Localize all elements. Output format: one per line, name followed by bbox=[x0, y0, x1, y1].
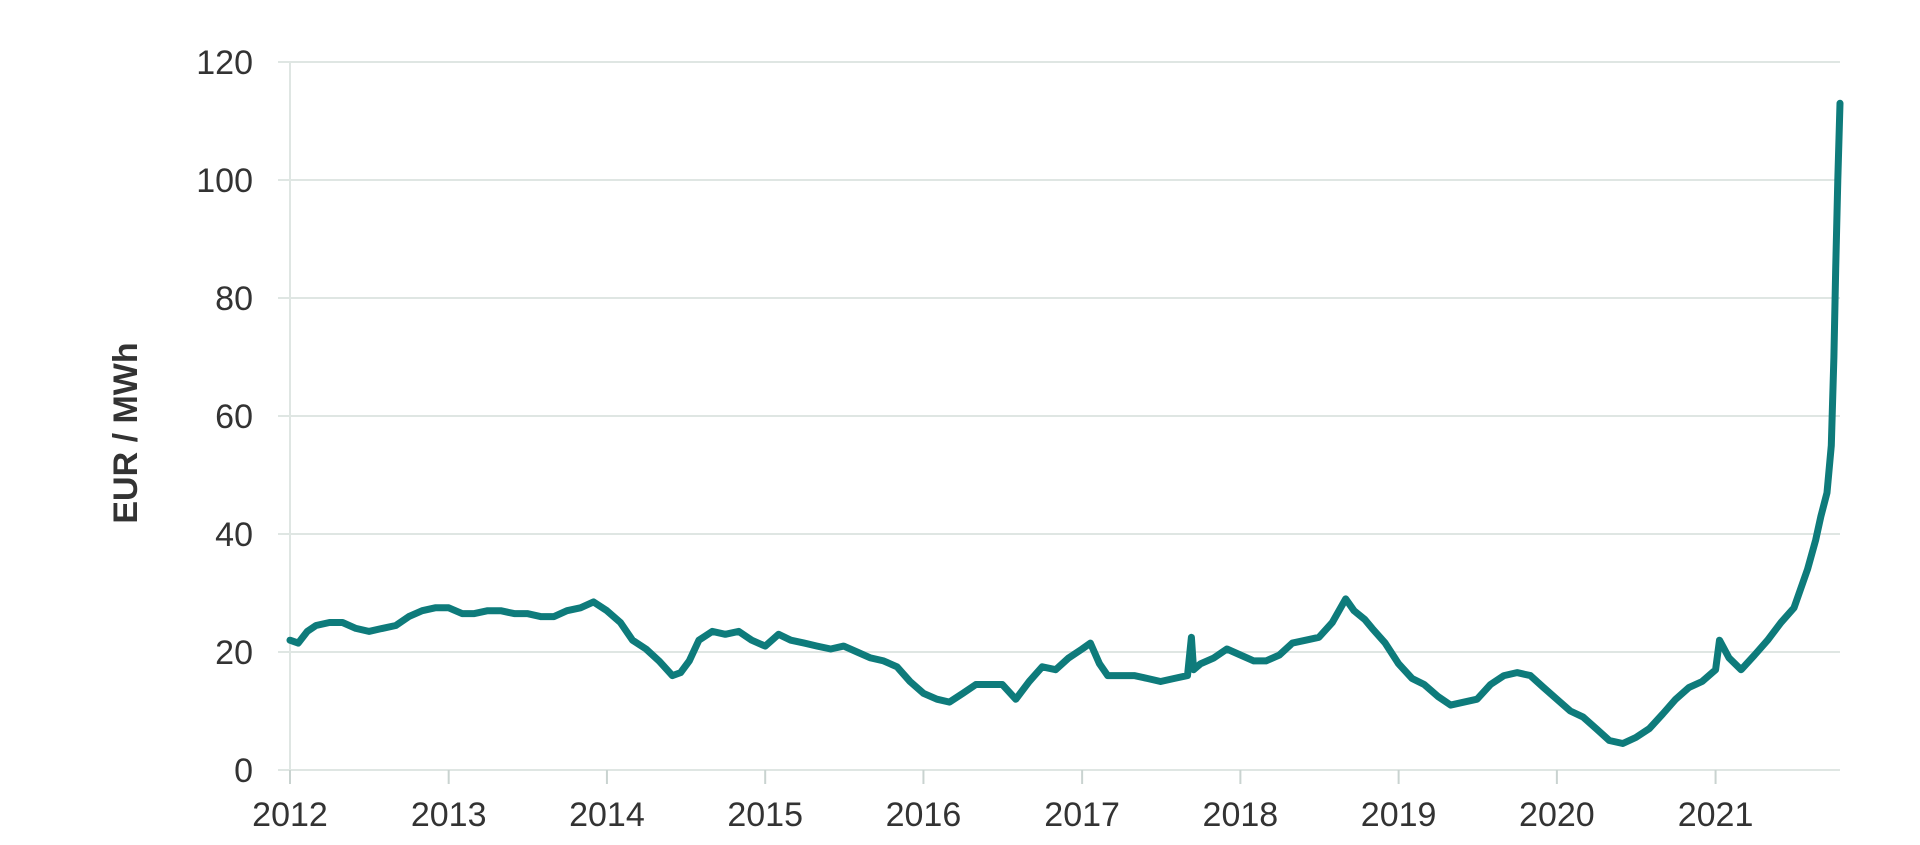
x-tick-label: 2014 bbox=[569, 796, 645, 834]
x-tick-label: 2019 bbox=[1361, 796, 1437, 834]
x-tick-label: 2021 bbox=[1678, 796, 1754, 834]
y-tick-label: 80 bbox=[215, 280, 253, 318]
y-tick-label: 20 bbox=[215, 634, 253, 672]
x-tick-label: 2018 bbox=[1203, 796, 1279, 834]
x-tick-label: 2020 bbox=[1519, 796, 1595, 834]
x-tick-label: 2016 bbox=[886, 796, 962, 834]
y-tick-label: 100 bbox=[196, 162, 253, 200]
series-line-0 bbox=[286, 99, 1844, 747]
y-tick-label: 120 bbox=[196, 44, 253, 82]
x-tick-label: 2013 bbox=[411, 796, 487, 834]
y-tick-labels: 0 20 40 60 80 100 120 bbox=[196, 44, 253, 790]
y-axis-title: EUR / MWh bbox=[107, 342, 145, 523]
y-tick-label: 40 bbox=[215, 516, 253, 554]
x-tick-labels: 2012 2013 2014 2015 2016 2017 2018 2019 2020 2021 bbox=[252, 796, 1753, 834]
axes bbox=[289, 62, 1717, 784]
grid-lines bbox=[278, 61, 1840, 771]
x-tick-label: 2017 bbox=[1044, 796, 1120, 834]
y-tick-label: 0 bbox=[234, 752, 253, 790]
x-tick-label: 2015 bbox=[727, 796, 803, 834]
x-tick-label: 2012 bbox=[252, 796, 328, 834]
series bbox=[286, 99, 1844, 747]
y-tick-label: 60 bbox=[215, 398, 253, 436]
